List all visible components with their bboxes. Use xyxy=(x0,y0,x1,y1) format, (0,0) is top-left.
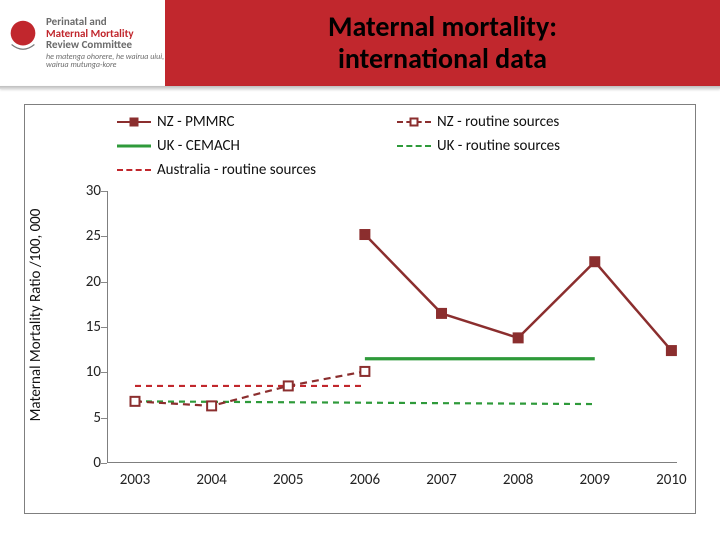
legend-label: NZ - PMMRC xyxy=(157,113,235,131)
logo-text: Perinatal and Maternal Mortality Review … xyxy=(46,16,165,69)
y-tick-label: 25 xyxy=(69,227,101,245)
y-tick-label: 10 xyxy=(69,363,101,381)
legend-item-nz_pmmrc: NZ - PMMRC xyxy=(117,113,235,131)
x-tick-label: 2008 xyxy=(503,471,533,489)
x-tick-label: 2010 xyxy=(656,471,686,489)
legend-swatch-icon xyxy=(117,115,151,129)
series-svg xyxy=(107,191,677,463)
y-tick-label: 0 xyxy=(69,454,101,472)
logo-line4: he matenga ohorere, he wairua uiui, wair… xyxy=(46,53,165,70)
legend-item-nz_routine: NZ - routine sources xyxy=(397,113,559,131)
x-tick-label: 2003 xyxy=(120,471,150,489)
legend-item-uk_cemach: UK - CEMACH xyxy=(117,137,240,155)
legend: NZ - PMMRC NZ - routine sources UK - CEMAC… xyxy=(117,113,685,185)
marker-nz_routine xyxy=(131,397,140,406)
x-tick-label: 2007 xyxy=(426,471,456,489)
logo-mark-icon xyxy=(4,16,42,54)
plot-area: 0510152025302003200420052006200720082009… xyxy=(107,191,677,463)
title-band: Maternal mortality: international data xyxy=(165,0,720,86)
marker-nz_pmmrc xyxy=(437,309,446,318)
y-tick-label: 20 xyxy=(69,273,101,291)
marker-nz_pmmrc xyxy=(667,346,676,355)
marker-nz_pmmrc xyxy=(514,333,523,342)
marker-nz_routine xyxy=(207,401,216,410)
header-rule xyxy=(0,86,720,89)
y-tick-label: 15 xyxy=(69,318,101,336)
x-tick-label: 2005 xyxy=(273,471,303,489)
slide: Perinatal and Maternal Mortality Review … xyxy=(0,0,720,540)
legend-swatch-icon xyxy=(397,139,431,153)
header: Perinatal and Maternal Mortality Review … xyxy=(0,0,720,86)
marker-nz_routine xyxy=(284,381,293,390)
marker-nz_pmmrc xyxy=(590,257,599,266)
title-line1: Maternal mortality: xyxy=(328,9,557,44)
legend-swatch-icon xyxy=(397,115,431,129)
logo: Perinatal and Maternal Mortality Review … xyxy=(0,0,165,86)
slide-title: Maternal mortality: international data xyxy=(328,11,557,75)
legend-label: Australia - routine sources xyxy=(157,161,316,179)
marker-nz_routine xyxy=(360,367,369,376)
legend-item-uk_routine: UK - routine sources xyxy=(397,137,560,155)
legend-swatch-icon xyxy=(117,163,151,177)
legend-swatch-icon xyxy=(117,139,151,153)
x-tick-label: 2009 xyxy=(580,471,610,489)
y-axis-label: Maternal Mortality Ratio /100, 000 xyxy=(27,209,45,422)
logo-line3: Review Committee xyxy=(46,39,165,51)
y-tick-label: 5 xyxy=(69,409,101,427)
y-tick-label: 30 xyxy=(69,182,101,200)
series-uk_routine xyxy=(135,401,595,404)
x-tick-label: 2004 xyxy=(196,471,226,489)
legend-label: NZ - routine sources xyxy=(437,113,559,131)
legend-label: UK - CEMACH xyxy=(157,137,240,155)
title-line2: international data xyxy=(338,41,547,76)
marker-nz_pmmrc xyxy=(360,230,369,239)
legend-label: UK - routine sources xyxy=(437,137,560,155)
chart: NZ - PMMRC NZ - routine sources UK - CEMAC… xyxy=(24,104,696,514)
x-tick-label: 2006 xyxy=(350,471,380,489)
legend-item-au_routine: Australia - routine sources xyxy=(117,161,316,179)
